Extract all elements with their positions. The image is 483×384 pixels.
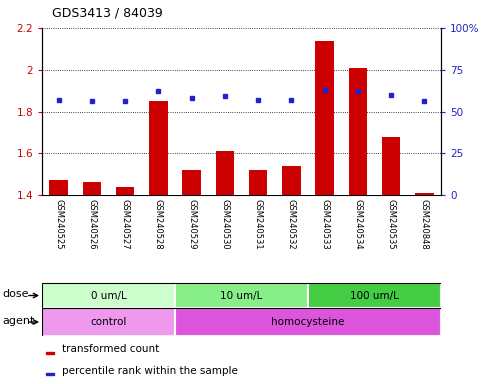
Text: GSM240529: GSM240529 [187,199,196,250]
Bar [349,68,367,195]
Text: GSM240534: GSM240534 [354,199,362,250]
Text: GSM240532: GSM240532 [287,199,296,250]
Bar [183,170,201,195]
Text: homocysteine: homocysteine [271,317,345,327]
Bar [216,151,234,195]
Bar [46,352,54,354]
Text: GSM240535: GSM240535 [386,199,396,250]
Text: GDS3413 / 84039: GDS3413 / 84039 [52,7,162,20]
Text: GSM240528: GSM240528 [154,199,163,250]
Text: dose: dose [2,289,29,299]
Bar [149,101,168,195]
Text: 100 um/L: 100 um/L [350,291,399,301]
Text: GSM240848: GSM240848 [420,199,429,250]
Bar [42,308,175,336]
Bar [42,283,175,308]
Bar [46,373,54,376]
Text: GSM240533: GSM240533 [320,199,329,250]
Bar [83,182,101,195]
Text: 10 um/L: 10 um/L [220,291,263,301]
Text: control: control [90,317,127,327]
Bar [249,170,267,195]
Text: GSM240531: GSM240531 [254,199,263,250]
Text: GSM240530: GSM240530 [220,199,229,250]
Bar [116,187,134,195]
Bar [175,308,441,336]
Bar [315,41,334,195]
Text: GSM240527: GSM240527 [121,199,129,250]
Bar [308,283,441,308]
Bar [175,283,308,308]
Text: agent: agent [2,316,35,326]
Text: transformed count: transformed count [62,344,159,354]
Bar [415,193,434,195]
Bar [49,180,68,195]
Text: GSM240526: GSM240526 [87,199,97,250]
Text: 0 um/L: 0 um/L [91,291,127,301]
Bar [282,166,300,195]
Bar [382,137,400,195]
Text: GSM240525: GSM240525 [54,199,63,250]
Text: percentile rank within the sample: percentile rank within the sample [62,366,238,376]
